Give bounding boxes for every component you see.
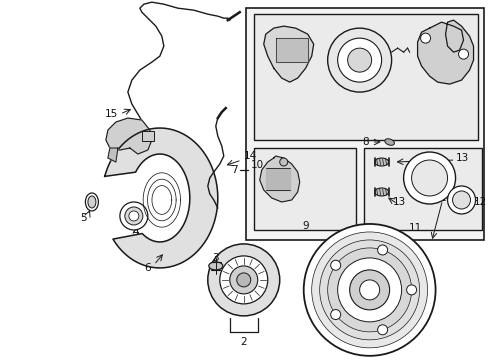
Circle shape xyxy=(303,224,435,356)
Text: 13: 13 xyxy=(392,197,406,207)
Circle shape xyxy=(124,207,142,225)
Circle shape xyxy=(337,38,381,82)
Circle shape xyxy=(406,285,416,295)
Circle shape xyxy=(349,270,389,310)
Text: 5: 5 xyxy=(81,213,87,223)
Text: 2: 2 xyxy=(240,337,246,347)
Bar xyxy=(245,8,483,240)
Circle shape xyxy=(347,48,371,72)
Circle shape xyxy=(337,258,401,322)
Ellipse shape xyxy=(85,193,98,211)
Polygon shape xyxy=(106,118,152,154)
Text: 8: 8 xyxy=(362,137,368,147)
Circle shape xyxy=(319,240,419,340)
Text: 3: 3 xyxy=(212,253,219,263)
Circle shape xyxy=(236,273,250,287)
Polygon shape xyxy=(417,20,472,84)
Circle shape xyxy=(420,33,430,43)
Text: 15: 15 xyxy=(104,109,118,119)
Text: 7: 7 xyxy=(231,165,237,175)
Ellipse shape xyxy=(374,188,388,196)
Polygon shape xyxy=(263,26,313,82)
Text: 14: 14 xyxy=(243,151,257,161)
Bar xyxy=(363,148,481,230)
Polygon shape xyxy=(104,128,217,268)
Polygon shape xyxy=(108,148,118,162)
Circle shape xyxy=(447,186,474,214)
Circle shape xyxy=(327,28,391,92)
Text: 1: 1 xyxy=(439,193,445,203)
Polygon shape xyxy=(259,156,299,202)
Circle shape xyxy=(451,191,469,209)
Ellipse shape xyxy=(88,196,96,208)
Circle shape xyxy=(120,202,147,230)
Text: 12: 12 xyxy=(472,197,486,207)
Ellipse shape xyxy=(208,262,223,270)
Bar xyxy=(253,148,355,230)
Text: 9: 9 xyxy=(302,221,308,231)
Text: 6: 6 xyxy=(144,263,151,273)
Circle shape xyxy=(129,211,139,221)
Polygon shape xyxy=(275,38,307,62)
Circle shape xyxy=(279,158,287,166)
Circle shape xyxy=(359,280,379,300)
Polygon shape xyxy=(265,168,289,190)
Circle shape xyxy=(411,160,447,196)
Circle shape xyxy=(207,244,279,316)
Circle shape xyxy=(377,245,387,255)
Ellipse shape xyxy=(384,139,394,145)
Text: 11: 11 xyxy=(408,223,421,233)
Bar xyxy=(142,131,154,141)
Circle shape xyxy=(219,256,267,304)
Circle shape xyxy=(330,310,340,320)
Circle shape xyxy=(229,266,257,294)
Circle shape xyxy=(327,248,411,332)
Circle shape xyxy=(458,49,468,59)
Circle shape xyxy=(311,232,427,348)
Bar xyxy=(253,14,477,140)
Circle shape xyxy=(403,152,455,204)
Text: 10: 10 xyxy=(250,160,263,170)
Circle shape xyxy=(330,260,340,270)
Circle shape xyxy=(377,325,387,335)
Text: 4: 4 xyxy=(132,227,139,237)
Text: 13: 13 xyxy=(455,153,468,163)
Ellipse shape xyxy=(374,158,388,166)
